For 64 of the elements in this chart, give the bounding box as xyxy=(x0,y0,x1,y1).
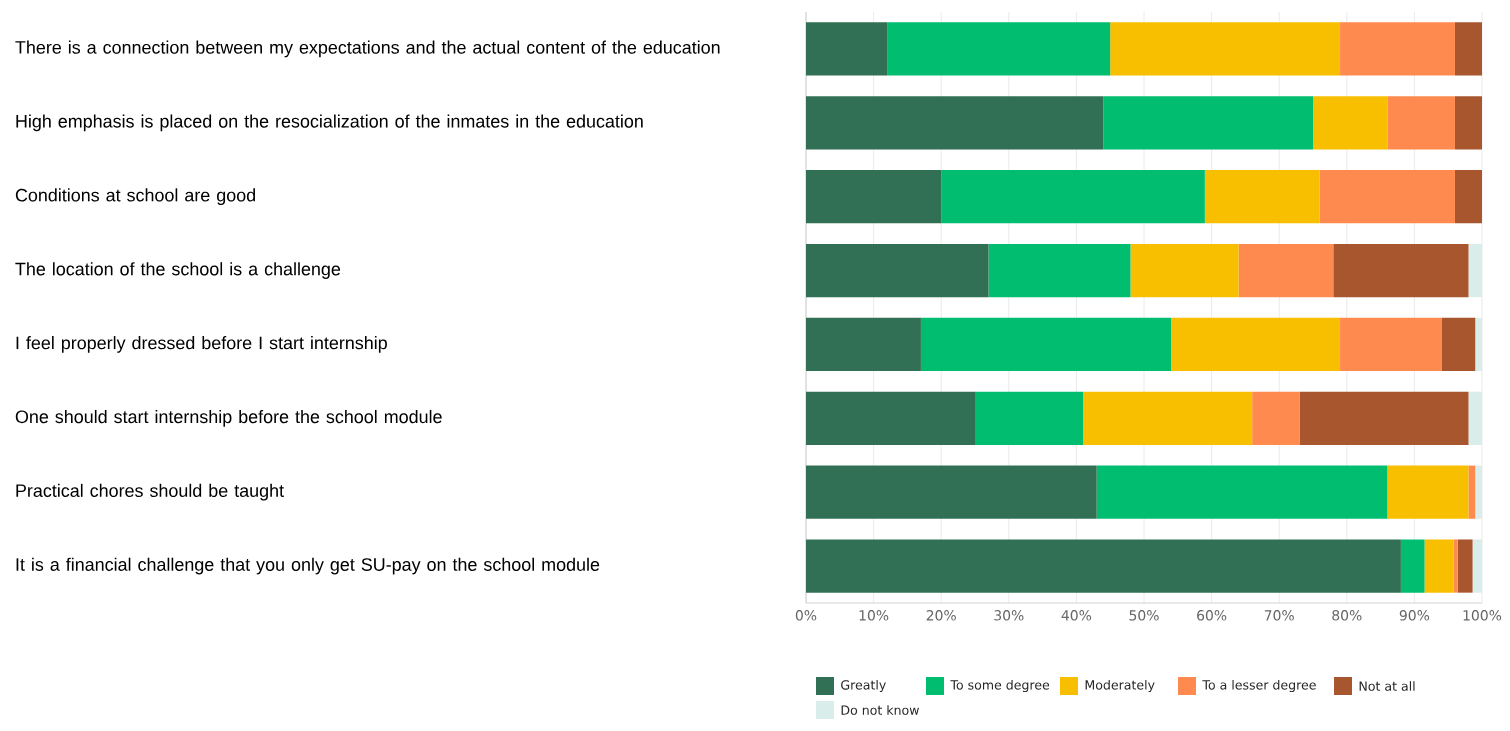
bar xyxy=(1204,170,1320,224)
bar xyxy=(1252,391,1300,445)
x-tick-label: 70% xyxy=(1264,610,1294,621)
bar xyxy=(806,465,1097,519)
bar xyxy=(975,391,1084,445)
x-tick-label: 0% xyxy=(795,610,817,621)
bar xyxy=(941,170,1205,224)
bar xyxy=(1110,22,1341,76)
bar xyxy=(806,170,942,224)
x-tick-label: 100% xyxy=(1463,610,1502,621)
y-tick-label: There is a connection between my expectations and the actual content of the education xyxy=(15,40,720,58)
bar xyxy=(1171,317,1341,372)
bar xyxy=(1130,243,1239,298)
x-tick-label: 40% xyxy=(1061,610,1092,621)
y-tick-label: High emphasis is placed on the resocialization of the inmates in the education xyxy=(16,114,643,132)
bar xyxy=(1319,170,1455,224)
bar xyxy=(1454,170,1483,224)
bar xyxy=(1340,22,1455,76)
bar xyxy=(1387,96,1455,150)
bar xyxy=(887,22,1111,76)
bar xyxy=(1096,465,1388,519)
y-tick-label: It is a financial challenge that you only get SU-pay on the school module xyxy=(16,557,600,575)
bar xyxy=(1083,391,1253,445)
x-tick-label: 50% xyxy=(1129,610,1159,621)
legend-label: Not at all xyxy=(1359,681,1415,691)
y-tick-label: One should start internship before the school module xyxy=(15,409,442,427)
bar xyxy=(1103,96,1314,150)
y-tick-label: I feel properly dressed before I start internship xyxy=(16,336,387,353)
legend-label: Moderately xyxy=(1085,679,1155,693)
bar xyxy=(1457,539,1473,593)
bar xyxy=(1387,465,1469,519)
x-tick-label: 60% xyxy=(1197,610,1227,621)
x-tick-label: 20% xyxy=(926,610,956,621)
bar xyxy=(1468,465,1476,519)
x-tick-label: 80% xyxy=(1332,610,1362,621)
y-tick-label: Conditions at school are good xyxy=(15,188,255,206)
bar xyxy=(1441,317,1476,372)
y-tick-label: Practical chores should be taught xyxy=(16,483,284,501)
legend-label: To some degree xyxy=(950,679,1050,693)
bar xyxy=(1400,539,1425,593)
x-tick-label: 30% xyxy=(994,610,1024,621)
bar xyxy=(806,22,888,76)
bar xyxy=(806,317,921,372)
bar xyxy=(806,96,1104,150)
bar xyxy=(920,317,1172,372)
bar xyxy=(806,243,989,298)
bar xyxy=(1340,317,1442,372)
x-tick-label: 90% xyxy=(1399,610,1430,621)
bar xyxy=(1299,391,1469,445)
y-tick-label: The location of the school is a challenge xyxy=(15,262,341,279)
legend-label: To a lesser degree xyxy=(1202,679,1316,693)
legend-label: Greatly xyxy=(841,679,886,693)
bar xyxy=(1453,539,1458,593)
bar xyxy=(1454,22,1483,76)
bar xyxy=(1333,243,1469,298)
bar xyxy=(988,243,1131,298)
bar xyxy=(1454,96,1483,150)
bar xyxy=(1424,539,1454,593)
bar xyxy=(806,539,1401,593)
bar xyxy=(806,391,975,445)
bar xyxy=(1313,96,1388,150)
legend-label: Do not know xyxy=(841,705,919,715)
bar xyxy=(1238,243,1334,298)
x-tick-label: 10% xyxy=(859,610,889,621)
